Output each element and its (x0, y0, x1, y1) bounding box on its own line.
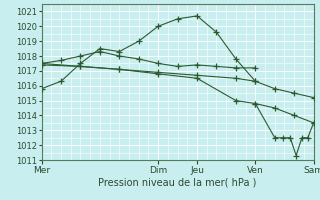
X-axis label: Pression niveau de la mer( hPa ): Pression niveau de la mer( hPa ) (99, 177, 257, 187)
